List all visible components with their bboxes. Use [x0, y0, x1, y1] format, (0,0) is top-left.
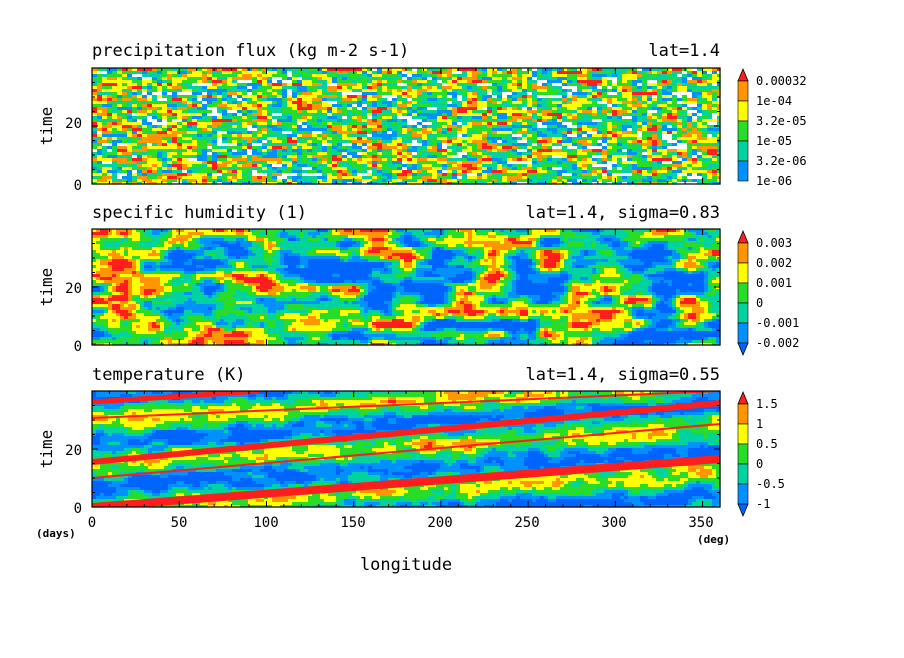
panel1-field	[92, 68, 721, 185]
panel1-subtitle: lat=1.4	[648, 41, 720, 61]
panel1-title: precipitation flux (kg m-2 s-1)	[92, 41, 409, 61]
panel-precipitation: precipitation flux (kg m-2 s-1) lat=1.4 …	[37, 41, 807, 194]
